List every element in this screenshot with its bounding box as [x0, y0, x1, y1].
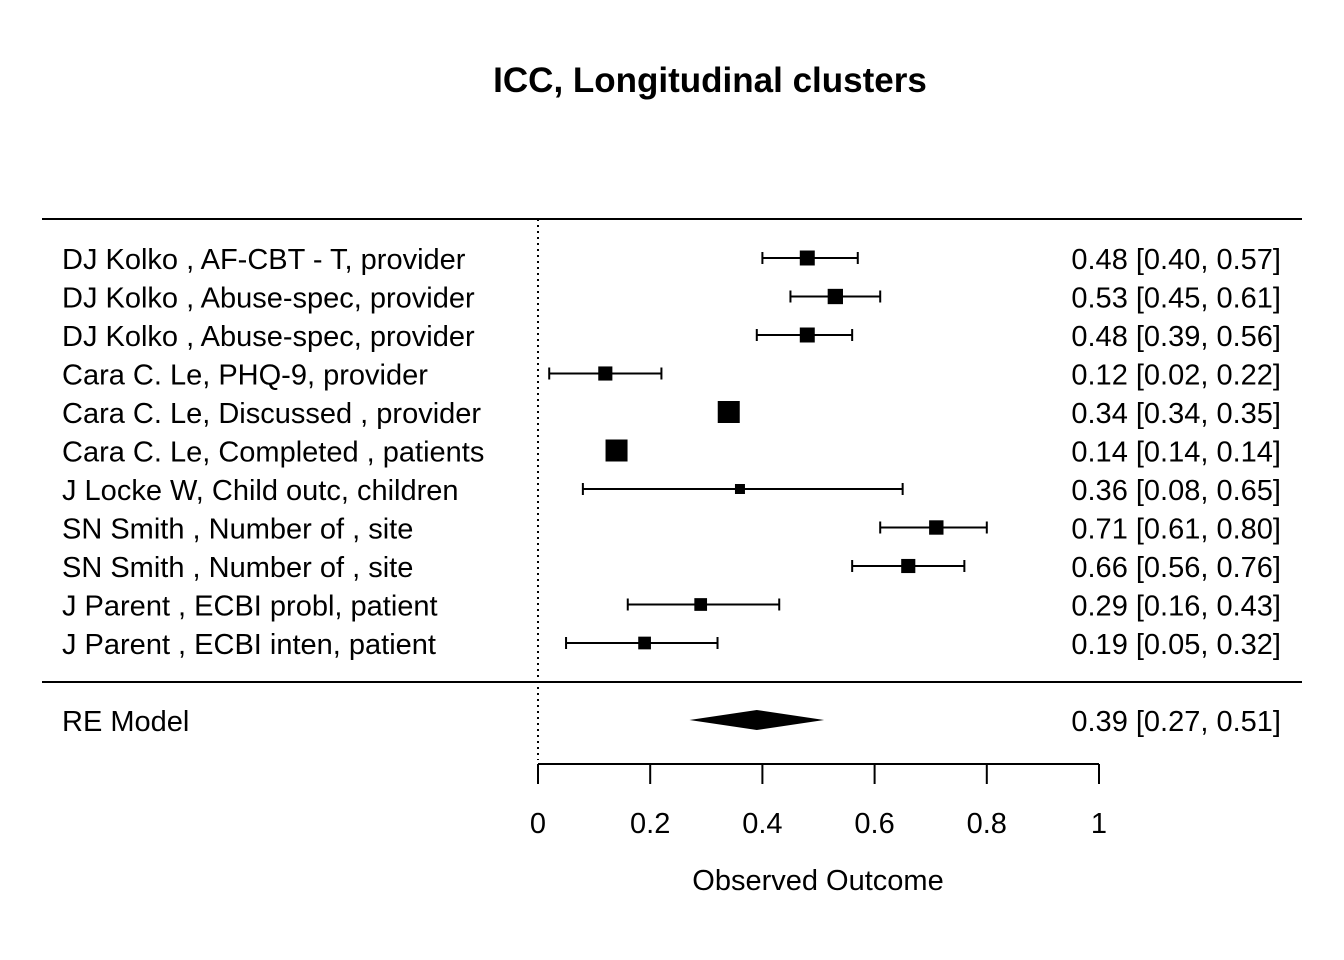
study-ci-text: 0.14 [0.14, 0.14]: [1071, 437, 1281, 469]
point-estimate-square: [799, 327, 815, 343]
point-estimate-square: [717, 401, 740, 423]
study-row: DJ Kolko , AF-CBT - T, provider 0.48 [0.4…: [62, 244, 1281, 276]
study-ci-text: 0.34 [0.34, 0.35]: [1071, 398, 1281, 430]
study-ci-text: 0.48 [0.40, 0.57]: [1071, 244, 1281, 276]
study-row: J Locke W, Child outc, children 0.36 [0.0…: [62, 475, 1281, 507]
pooled-label: RE Model: [62, 706, 189, 738]
x-tick-label: 0.6: [854, 808, 894, 840]
study-ci-text: 0.48 [0.39, 0.56]: [1071, 321, 1281, 353]
pooled-estimate-row: RE Model 0.39 [0.27, 0.51]: [62, 706, 1281, 738]
study-row: Cara C. Le, PHQ-9, provider 0.12 [0.02, 0…: [62, 360, 1281, 392]
study-ci-text: 0.36 [0.08, 0.65]: [1071, 475, 1281, 507]
study-label: DJ Kolko , Abuse-spec, provider: [62, 283, 475, 315]
study-row: J Parent , ECBI inten, patient 0.19 [0.05…: [62, 629, 1281, 661]
study-label: J Locke W, Child outc, children: [62, 475, 459, 507]
pooled-diamond: [689, 710, 825, 730]
x-tick-label: 0.4: [742, 808, 782, 840]
x-tick-label: 0.2: [630, 808, 670, 840]
point-estimate-square: [598, 366, 613, 381]
study-ci-text: 0.12 [0.02, 0.22]: [1071, 360, 1281, 392]
study-row: Cara C. Le, Completed , patients 0.14 [0.…: [62, 437, 1281, 469]
point-estimate-square: [929, 520, 944, 535]
study-ci-text: 0.29 [0.16, 0.43]: [1071, 591, 1281, 623]
study-row: DJ Kolko , Abuse-spec, provider 0.48 [0.3…: [62, 321, 1281, 353]
study-row: J Parent , ECBI probl, patient 0.29 [0.16…: [62, 591, 1281, 623]
study-label: J Parent , ECBI inten, patient: [62, 629, 436, 661]
study-rows: DJ Kolko , AF-CBT - T, provider 0.48 [0.4…: [62, 244, 1281, 661]
x-tick-label: 0.8: [967, 808, 1007, 840]
x-tick-label: 1: [1091, 808, 1107, 840]
study-label: J Parent , ECBI probl, patient: [62, 591, 438, 623]
point-estimate-square: [638, 636, 651, 650]
study-label: SN Smith , Number of , site: [62, 514, 413, 546]
study-row: SN Smith , Number of , site 0.66 [0.56, 0…: [62, 552, 1281, 584]
study-label: SN Smith , Number of , site: [62, 552, 413, 584]
study-row: DJ Kolko , Abuse-spec, provider 0.53 [0.4…: [62, 283, 1281, 315]
study-label: Cara C. Le, Completed , patients: [62, 437, 484, 469]
study-label: Cara C. Le, PHQ-9, provider: [62, 360, 428, 392]
chart-title: ICC, Longitudinal clusters: [493, 61, 927, 100]
x-axis: 0 0.2 0.4 0.6 0.8 1 Observed Outcome: [530, 763, 1107, 897]
x-axis-ticks: 0 0.2 0.4 0.6 0.8 1: [530, 764, 1107, 840]
point-estimate-square: [901, 558, 916, 574]
study-row: SN Smith , Number of , site 0.71 [0.61, 0…: [62, 514, 1281, 546]
study-ci-text: 0.53 [0.45, 0.61]: [1071, 283, 1281, 315]
study-row: Cara C. Le, Discussed , provider 0.34 [0.…: [62, 398, 1281, 430]
x-tick-label: 0: [530, 808, 546, 840]
study-label: DJ Kolko , AF-CBT - T, provider: [62, 244, 466, 276]
x-axis-label: Observed Outcome: [692, 865, 943, 897]
study-ci-text: 0.71 [0.61, 0.80]: [1071, 514, 1281, 546]
point-estimate-square: [694, 598, 708, 611]
study-label: Cara C. Le, Discussed , provider: [62, 398, 481, 430]
point-estimate-square: [734, 484, 745, 494]
study-ci-text: 0.66 [0.56, 0.76]: [1071, 552, 1281, 584]
point-estimate-square: [799, 250, 815, 266]
study-ci-text: 0.19 [0.05, 0.32]: [1071, 629, 1281, 661]
pooled-ci-text: 0.39 [0.27, 0.51]: [1071, 706, 1281, 738]
study-label: DJ Kolko , Abuse-spec, provider: [62, 321, 475, 353]
point-estimate-square: [827, 288, 843, 305]
point-estimate-square: [605, 439, 628, 462]
